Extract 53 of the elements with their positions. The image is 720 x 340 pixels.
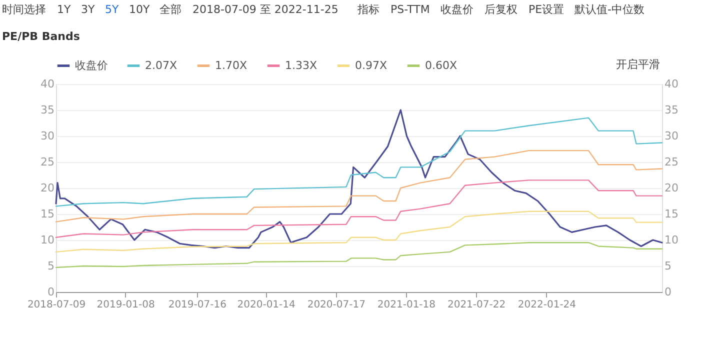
text: PE设置 bbox=[528, 3, 564, 16]
x-tick-label: 2018-07-09 bbox=[27, 300, 86, 310]
y2-tick-label: 5 bbox=[664, 260, 672, 272]
x-tick-label: 2021-01-18 bbox=[377, 300, 436, 310]
y-tick-label: 0 bbox=[48, 286, 54, 298]
text: 1Y bbox=[57, 3, 71, 16]
text: 2018-07-09 至 2022-11-25 bbox=[192, 3, 338, 16]
y2-tick-label: 0 bbox=[664, 286, 672, 298]
text: 10Y bbox=[129, 3, 150, 16]
text: 时间选择 bbox=[2, 3, 46, 16]
y-tick-label: 30 bbox=[40, 130, 54, 142]
text: 后复权 bbox=[484, 3, 518, 16]
x-tick-label: 2019-01-08 bbox=[96, 300, 155, 310]
x-tick-label: 2021-07-22 bbox=[447, 300, 506, 310]
text: 收盘价 bbox=[440, 3, 474, 16]
line-series bbox=[55, 242, 663, 268]
line-series bbox=[55, 150, 663, 222]
y-tick-label: 40 bbox=[40, 78, 54, 90]
y2-tick-label: 40 bbox=[664, 78, 678, 90]
text: 指标 bbox=[356, 3, 380, 16]
y-tick-label: 20 bbox=[40, 182, 54, 194]
line-series bbox=[55, 117, 663, 207]
y2-tick-label: 30 bbox=[664, 130, 678, 142]
y2-tick-label: 35 bbox=[664, 104, 678, 116]
legend-label: 收盘价 bbox=[75, 58, 108, 72]
y-tick-label: 35 bbox=[40, 104, 54, 116]
y2-tick-label: 25 bbox=[664, 156, 678, 168]
text: 全部 bbox=[160, 3, 182, 16]
y2-tick-label: 10 bbox=[664, 234, 678, 246]
x-tick-label: 2020-01-14 bbox=[237, 300, 296, 310]
text: PS-TTM bbox=[390, 3, 430, 16]
line-series bbox=[55, 210, 663, 253]
legend-label: 1.70X bbox=[215, 58, 248, 72]
y-tick-label: 15 bbox=[40, 208, 54, 220]
y-tick-label: 10 bbox=[40, 234, 54, 246]
y-tick-label: 5 bbox=[48, 260, 54, 272]
legend-label: 0.60X bbox=[425, 58, 458, 72]
legend-label: 2.07X bbox=[145, 58, 178, 72]
legend-label: 1.33X bbox=[285, 58, 318, 72]
x-tick-label: 2022-01-24 bbox=[518, 300, 576, 310]
text: 5Y bbox=[105, 3, 119, 16]
text: 3Y bbox=[81, 3, 95, 16]
y-tick-label: 25 bbox=[40, 156, 54, 168]
line-series bbox=[55, 109, 663, 249]
x-tick-label: 2019-07-16 bbox=[168, 300, 226, 310]
text: 默认值-中位数 bbox=[574, 3, 644, 16]
y2-tick-label: 20 bbox=[664, 182, 678, 194]
line-series bbox=[55, 180, 663, 238]
text: 开启平滑 bbox=[616, 58, 660, 71]
legend-label: 0.97X bbox=[355, 58, 388, 72]
x-tick-label: 2020-07-17 bbox=[307, 300, 366, 310]
y2-tick-label: 15 bbox=[664, 208, 678, 220]
chart-title: PE/PB Bands bbox=[2, 30, 80, 43]
